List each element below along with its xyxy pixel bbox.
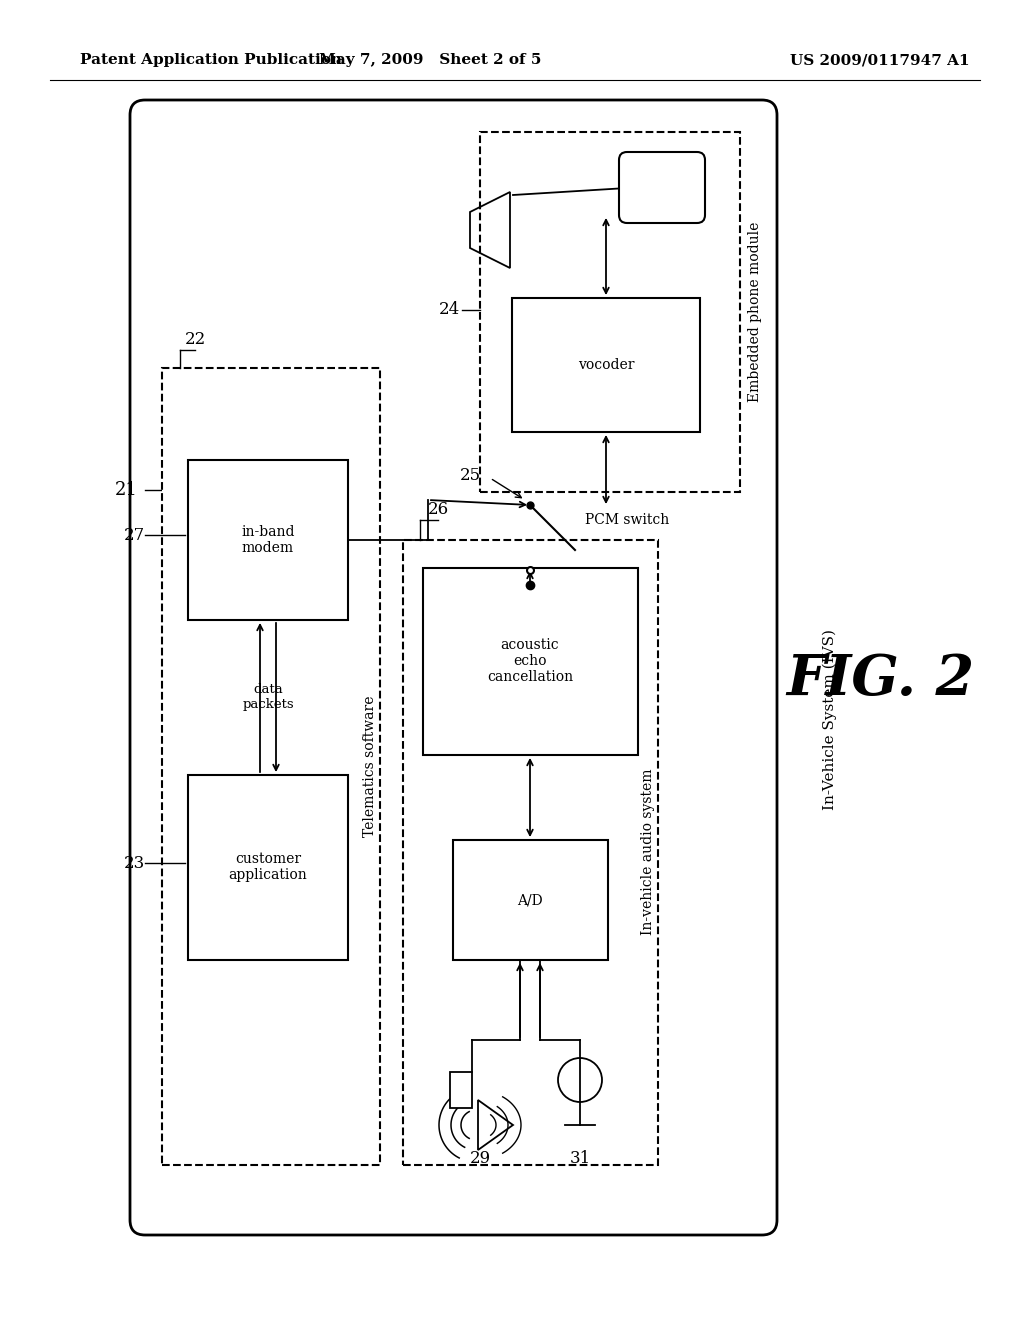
Text: In-Vehicle System (IVS): In-Vehicle System (IVS): [823, 630, 838, 810]
Text: in-band
modem: in-band modem: [242, 525, 295, 556]
FancyBboxPatch shape: [618, 152, 705, 223]
FancyBboxPatch shape: [453, 840, 608, 960]
Text: PCM switch: PCM switch: [585, 513, 670, 527]
Text: 25: 25: [460, 466, 481, 483]
FancyBboxPatch shape: [162, 368, 380, 1166]
Text: 22: 22: [185, 331, 206, 348]
FancyBboxPatch shape: [480, 132, 740, 492]
FancyBboxPatch shape: [403, 540, 658, 1166]
Text: 27: 27: [124, 527, 145, 544]
Text: Telematics software: Telematics software: [362, 696, 377, 837]
Text: acoustic
echo
cancellation: acoustic echo cancellation: [487, 638, 573, 684]
Text: customer
application: customer application: [228, 851, 307, 882]
Text: 21: 21: [115, 480, 138, 499]
Text: vocoder: vocoder: [578, 358, 634, 372]
Text: A/D: A/D: [517, 894, 543, 907]
Text: FIG. 2: FIG. 2: [786, 652, 974, 708]
Text: 23: 23: [124, 854, 145, 871]
FancyBboxPatch shape: [188, 459, 348, 620]
Text: In-vehicle audio system: In-vehicle audio system: [641, 768, 655, 936]
Text: 29: 29: [469, 1150, 490, 1167]
FancyBboxPatch shape: [512, 298, 700, 432]
Text: Patent Application Publication: Patent Application Publication: [80, 53, 342, 67]
Text: Embedded phone module: Embedded phone module: [748, 222, 762, 403]
Text: 26: 26: [428, 502, 450, 519]
FancyBboxPatch shape: [130, 100, 777, 1236]
Text: May 7, 2009   Sheet 2 of 5: May 7, 2009 Sheet 2 of 5: [318, 53, 542, 67]
Text: US 2009/0117947 A1: US 2009/0117947 A1: [791, 53, 970, 67]
Text: 31: 31: [569, 1150, 591, 1167]
FancyBboxPatch shape: [423, 568, 638, 755]
FancyBboxPatch shape: [450, 1072, 472, 1107]
Text: 24: 24: [438, 301, 460, 318]
FancyBboxPatch shape: [188, 775, 348, 960]
Text: data
packets: data packets: [243, 682, 294, 711]
